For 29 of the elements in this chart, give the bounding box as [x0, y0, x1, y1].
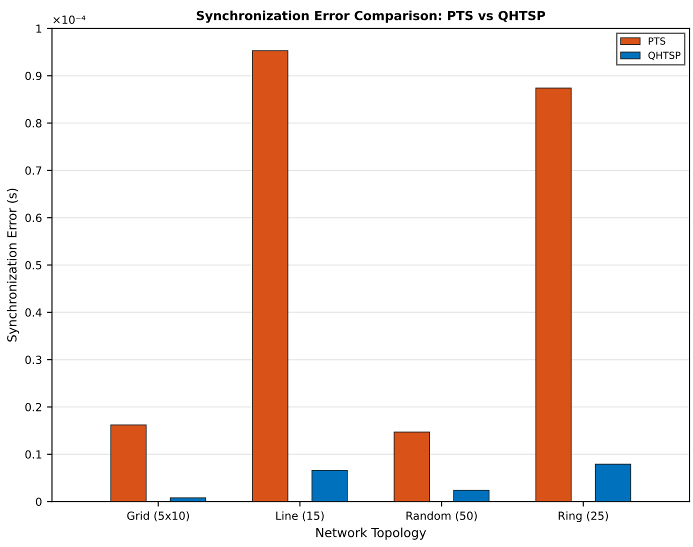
y-tick-label: 1 [36, 24, 42, 33]
y-tick-label: 0.8 [25, 119, 42, 128]
bar [252, 50, 288, 502]
x-tick-label: Line (15) [276, 511, 324, 522]
legend-label: QHTSP [648, 52, 680, 60]
bar [312, 470, 348, 502]
y-axis-title: Synchronization Error (s) [6, 188, 20, 342]
x-tick-label: Grid (5x10) [127, 511, 189, 522]
y-tick-label: 0.5 [25, 260, 42, 270]
x-tick-label: Ring (25) [558, 511, 608, 522]
bar [170, 497, 206, 502]
bar [394, 432, 430, 502]
y-tick-label: 0.2 [25, 402, 42, 412]
y-tick-label: 0.9 [25, 72, 42, 80]
x-axis-title: Network Topology [316, 528, 426, 540]
bar [453, 490, 490, 502]
y-tick-label: 0.1 [25, 450, 42, 459]
chart-title: Synchronization Error Comparison: PTS vs QHTSP [196, 10, 546, 23]
x-tick-label: Random (50) [406, 511, 477, 522]
bar [110, 424, 147, 502]
y-tick-label: 0 [36, 498, 42, 506]
text: ×10⁻⁴ [54, 16, 86, 24]
y-tick-label: 0.3 [25, 356, 42, 364]
bar [594, 464, 632, 502]
y-tick-label: 0.4 [25, 308, 42, 317]
bar [535, 88, 572, 502]
y-tick-label: 0.7 [25, 166, 42, 175]
y-tick-label: 0.6 [25, 214, 42, 222]
legend-label: PTS [648, 37, 666, 45]
